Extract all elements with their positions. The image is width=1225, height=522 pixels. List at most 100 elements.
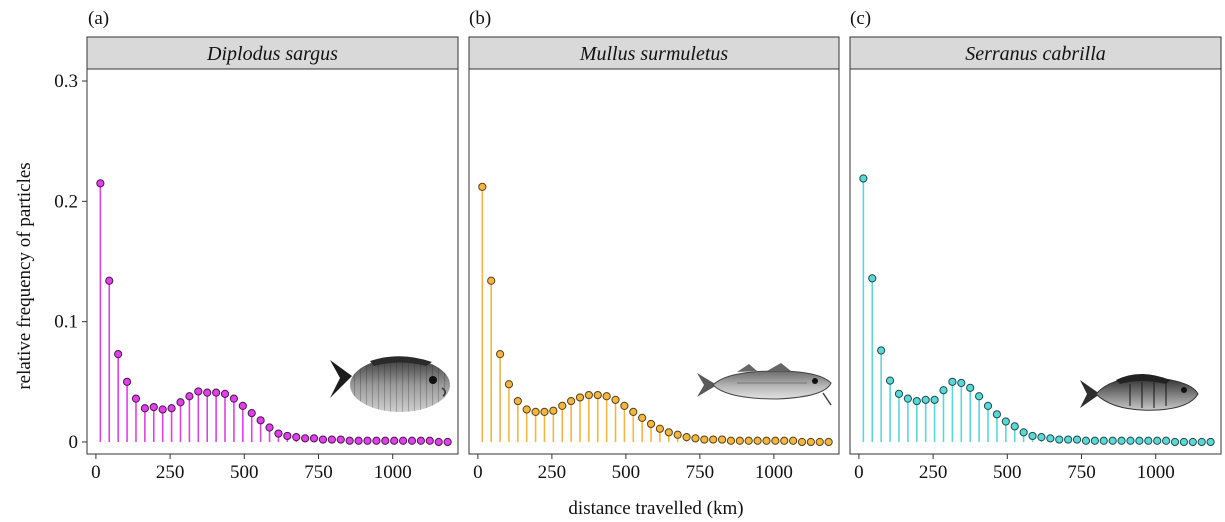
data-point — [105, 276, 114, 285]
data-point — [957, 378, 966, 388]
strip-title: Serranus cabrilla — [965, 43, 1106, 65]
data-point — [691, 434, 700, 443]
x-tick-label: 750 — [686, 462, 715, 483]
data-point — [345, 436, 354, 445]
data-point — [336, 435, 345, 444]
y-tick-label: 0.3 — [54, 71, 78, 92]
data-point — [1046, 434, 1055, 443]
data-point — [903, 394, 912, 403]
data-point — [1028, 431, 1037, 441]
data-point — [992, 410, 1002, 419]
data-point — [149, 402, 158, 412]
data-point — [354, 436, 363, 445]
data-point — [1081, 436, 1091, 445]
panel-letter: (b) — [469, 8, 491, 29]
y-tick-label: 0.2 — [54, 191, 78, 212]
data-point — [638, 413, 647, 423]
data-point — [771, 436, 780, 445]
data-point — [425, 436, 434, 445]
panel-letter: (a) — [88, 8, 109, 29]
data-point — [1001, 417, 1010, 426]
data-point — [966, 383, 975, 392]
data-point — [487, 276, 496, 285]
data-point — [416, 436, 425, 445]
data-point — [540, 407, 549, 416]
data-point — [513, 396, 522, 406]
data-point — [212, 388, 221, 397]
data-point — [1019, 428, 1028, 437]
strip-title: Mullus surmuletus — [579, 43, 729, 65]
data-point — [220, 389, 230, 398]
data-point — [318, 435, 328, 444]
data-point — [256, 416, 265, 425]
x-tick-label: 250 — [156, 462, 185, 483]
data-point — [575, 393, 585, 402]
strip-background — [468, 36, 840, 70]
panel-letter: (c) — [850, 8, 871, 29]
panel-serranus-cabrilla: (c) Serranus cabrilla 0 250 500 750 1000 — [849, 8, 1222, 483]
data-point — [709, 435, 718, 444]
data-point — [894, 389, 904, 398]
data-point — [1188, 437, 1197, 447]
data-point — [735, 436, 744, 445]
data-point — [1055, 435, 1064, 444]
data-point — [309, 434, 319, 443]
x-tick-label: 750 — [304, 462, 333, 483]
data-point — [611, 395, 620, 404]
data-point — [274, 429, 283, 438]
data-point — [96, 179, 105, 188]
data-point — [1037, 433, 1046, 442]
data-point — [797, 437, 807, 447]
data-point — [726, 436, 736, 445]
data-point — [443, 437, 452, 447]
data-point — [372, 436, 381, 445]
data-point — [390, 436, 399, 445]
data-point — [983, 401, 993, 410]
data-point — [131, 394, 141, 403]
data-point — [629, 407, 638, 416]
x-tick-label: 0 — [473, 462, 483, 483]
data-point — [363, 436, 372, 445]
data-point — [1135, 436, 1144, 445]
x-tick-label: 250 — [919, 462, 948, 483]
data-point — [939, 386, 948, 395]
data-point — [753, 436, 762, 445]
data-point — [1064, 435, 1073, 444]
y-tick-label: 0.1 — [54, 312, 78, 333]
data-point — [584, 390, 593, 400]
data-point — [682, 433, 691, 442]
x-tick-label: 1000 — [755, 462, 793, 483]
data-point — [700, 435, 709, 444]
data-point — [948, 377, 957, 386]
data-point — [1144, 436, 1153, 445]
data-point — [912, 396, 921, 406]
strip-title: Diplodus sargus — [206, 43, 338, 65]
data-point — [1197, 437, 1206, 447]
strip-background — [86, 36, 459, 70]
data-point — [398, 436, 408, 445]
data-point — [265, 423, 274, 432]
data-point — [780, 436, 789, 445]
data-point — [1117, 436, 1126, 445]
data-point — [1153, 436, 1162, 445]
data-point — [877, 346, 886, 355]
x-tick-label: 0 — [854, 462, 864, 483]
data-point — [185, 392, 194, 401]
x-tick-label: 1000 — [1137, 462, 1175, 483]
x-tick-label: 1000 — [374, 462, 412, 483]
data-point — [301, 434, 310, 443]
fish-icon — [1080, 374, 1199, 411]
data-point — [522, 405, 531, 414]
data-point — [176, 398, 185, 407]
data-point — [238, 401, 247, 410]
data-point — [229, 394, 239, 403]
fish-icon — [697, 363, 832, 406]
data-point — [558, 401, 567, 410]
data-point — [1161, 436, 1171, 445]
x-tick-label: 750 — [1067, 462, 1096, 483]
data-point — [549, 406, 558, 415]
data-point — [868, 274, 877, 283]
x-axis-title: distance travelled (km) — [568, 498, 743, 519]
strip-background — [849, 36, 1222, 70]
data-point — [593, 390, 602, 400]
